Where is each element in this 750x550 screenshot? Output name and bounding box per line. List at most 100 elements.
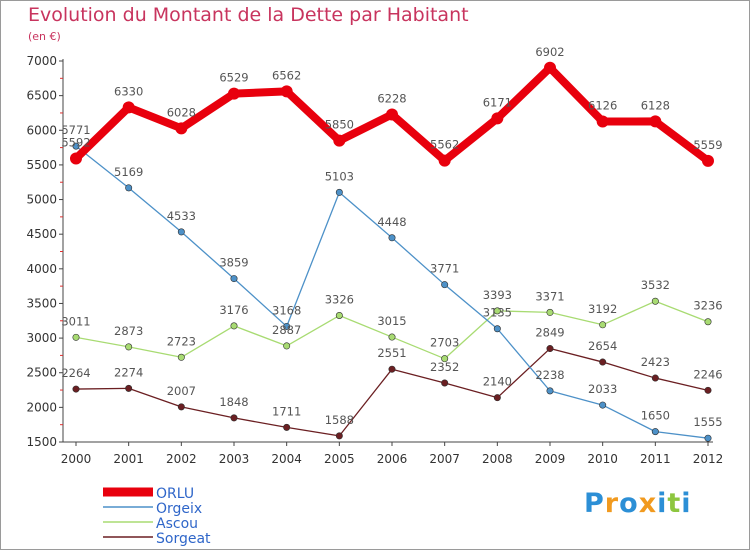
data-point-orgeix: [335, 188, 343, 196]
x-tick-label: 2012: [693, 452, 724, 466]
data-label-orlu: 6529: [219, 71, 248, 85]
data-label-orlu: 5592: [61, 136, 90, 150]
data-point-orgeix: [651, 428, 659, 436]
data-label-orlu: 5559: [693, 138, 722, 152]
data-point-ascou: [125, 343, 133, 351]
logo-letter: t: [667, 488, 682, 519]
data-point-ascou: [651, 297, 659, 305]
data-label-orlu: 6562: [272, 68, 301, 82]
legend-label-ascou: Ascou: [156, 516, 198, 532]
data-label-orgeix: 2033: [588, 382, 617, 396]
logo-letter: P: [584, 488, 605, 519]
data-point-orlu: [280, 85, 293, 98]
data-point-ascou: [177, 353, 185, 361]
logo-letter: i: [681, 488, 692, 519]
y-tick-label: 2000: [26, 400, 57, 414]
data-label-sorgeat: 2654: [588, 339, 617, 353]
data-label-sorgeat: 2007: [167, 384, 196, 398]
data-label-orgeix: 3135: [483, 306, 512, 320]
data-point-ascou: [230, 322, 238, 330]
data-point-orlu: [333, 134, 346, 147]
data-point-sorgeat: [72, 385, 80, 393]
data-label-orlu: 6126: [588, 99, 617, 113]
logo-letter: r: [604, 488, 620, 519]
logo-letter: x: [638, 488, 658, 519]
data-point-sorgeat: [599, 358, 607, 366]
y-tick-label: 5000: [26, 193, 57, 207]
data-point-orgeix: [704, 434, 712, 442]
legend-label-orlu: ORLU: [156, 486, 194, 502]
data-label-ascou: 2887: [272, 323, 301, 337]
data-label-orgeix: 3859: [219, 256, 248, 270]
data-point-sorgeat: [546, 345, 554, 353]
data-label-orgeix: 4448: [377, 215, 406, 229]
x-tick-label: 2009: [535, 452, 566, 466]
data-label-ascou: 3192: [588, 302, 617, 316]
x-tick-label: 2011: [640, 452, 671, 466]
data-point-orgeix: [72, 142, 80, 150]
data-label-ascou: 2703: [430, 336, 459, 350]
x-tick-label: 2000: [61, 452, 92, 466]
data-label-ascou: 3015: [377, 314, 406, 328]
data-point-ascou: [493, 307, 501, 315]
legend-label-orgeix: Orgeix: [156, 501, 202, 517]
y-tick-label: 1500: [26, 435, 57, 449]
data-label-orgeix: 5771: [61, 123, 90, 137]
data-point-ascou: [441, 355, 449, 363]
data-label-ascou: 3236: [693, 299, 722, 313]
y-tick-label: 6500: [26, 89, 57, 103]
data-label-ascou: 3326: [325, 293, 354, 307]
data-point-ascou: [704, 318, 712, 326]
data-label-sorgeat: 2140: [483, 375, 512, 389]
data-label-ascou: 3176: [219, 303, 248, 317]
data-label-orlu: 6330: [114, 84, 143, 98]
data-point-sorgeat: [177, 403, 185, 411]
data-label-orlu: 6228: [377, 91, 406, 105]
data-label-sorgeat: 1588: [325, 413, 354, 427]
x-tick-label: 2001: [113, 452, 144, 466]
data-label-sorgeat: 1848: [219, 395, 248, 409]
data-point-orlu: [175, 122, 188, 135]
x-tick-label: 2004: [271, 452, 302, 466]
data-point-sorgeat: [335, 432, 343, 440]
y-tick-label: 3000: [26, 331, 57, 345]
logo-letter: i: [657, 488, 668, 519]
data-point-sorgeat: [441, 379, 449, 387]
data-label-orlu: 5562: [430, 138, 459, 152]
data-label-ascou: 3393: [483, 288, 512, 302]
y-tick-label: 7000: [26, 54, 57, 68]
data-point-sorgeat: [493, 394, 501, 402]
data-label-ascou: 3011: [61, 314, 90, 328]
data-point-sorgeat: [283, 423, 291, 431]
x-tick-label: 2010: [587, 452, 618, 466]
data-point-orgeix: [546, 387, 554, 395]
x-tick-label: 2006: [377, 452, 408, 466]
data-point-orlu: [596, 115, 609, 128]
x-tick-label: 2002: [166, 452, 197, 466]
data-point-ascou: [72, 333, 80, 341]
data-point-sorgeat: [704, 386, 712, 394]
data-label-orgeix: 2238: [535, 368, 564, 382]
data-point-orlu: [649, 115, 662, 128]
data-label-sorgeat: 2274: [114, 365, 143, 379]
data-point-orgeix: [125, 184, 133, 192]
data-point-orlu: [702, 154, 714, 167]
data-point-orgeix: [441, 281, 449, 289]
data-label-sorgeat: 2849: [535, 326, 564, 340]
data-label-orgeix: 3771: [430, 262, 459, 276]
data-label-sorgeat: 1711: [272, 404, 301, 418]
data-label-ascou: 3532: [641, 278, 670, 292]
y-tick-label: 6000: [26, 123, 57, 137]
y-tick-label: 2500: [26, 366, 57, 380]
data-label-orlu: 5850: [325, 118, 354, 132]
data-point-orgeix: [388, 234, 396, 242]
data-point-ascou: [283, 342, 291, 350]
data-label-orlu: 6902: [535, 45, 564, 59]
data-point-orgeix: [230, 275, 238, 283]
y-tick-label: 5500: [26, 158, 57, 172]
legend-label-sorgeat: Sorgeat: [156, 531, 211, 547]
data-point-sorgeat: [651, 374, 659, 382]
data-label-ascou: 3371: [535, 289, 564, 303]
